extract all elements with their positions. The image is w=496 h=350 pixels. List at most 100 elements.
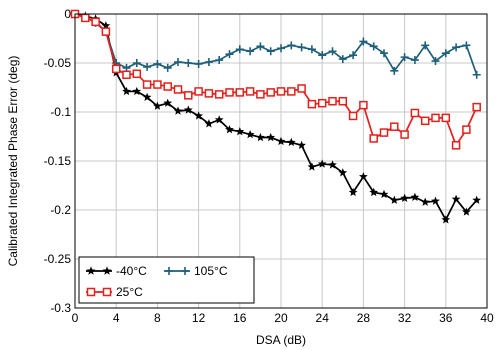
- marker-square: [184, 91, 193, 100]
- marker-square: [451, 141, 461, 150]
- marker-plus: [287, 41, 296, 50]
- marker-star: [183, 105, 193, 114]
- series-group: [70, 9, 482, 224]
- marker-star: [173, 106, 183, 115]
- data-point: [122, 70, 131, 80]
- marker-square: [204, 89, 214, 98]
- data-point: [204, 119, 214, 128]
- plot-frame: [74, 13, 488, 309]
- data-point: [349, 51, 358, 60]
- data-point: [111, 64, 121, 74]
- x-tick-label: 40: [480, 311, 494, 325]
- data-point: [204, 58, 213, 67]
- marker-square: [441, 113, 451, 123]
- data-point: [410, 192, 420, 201]
- data-point: [246, 47, 255, 56]
- marker-plus: [277, 44, 285, 53]
- marker-star: [122, 86, 131, 96]
- legend-label: -40°C: [116, 264, 147, 278]
- legend-marker: [86, 287, 96, 297]
- legend-label: 105°C: [194, 264, 228, 278]
- marker-star: [451, 194, 461, 203]
- marker-star: [441, 215, 451, 224]
- legend-marker: [102, 266, 112, 275]
- marker-square: [235, 88, 245, 97]
- data-point: [400, 53, 409, 62]
- axes: 0 4 8 12 16 20 24 28 32 36 40 0 -0.05 -0.1 -0.15 -0.2 -0…: [44, 7, 494, 325]
- marker-square: [194, 87, 203, 96]
- data-point: [245, 129, 255, 139]
- data-point: [410, 56, 419, 65]
- marker-square: [276, 87, 286, 96]
- marker-star: [328, 160, 337, 169]
- data-point: [173, 106, 183, 115]
- marker-star: [379, 189, 389, 199]
- marker-star: [286, 137, 296, 147]
- data-point: [266, 132, 276, 142]
- marker-plus: [431, 57, 440, 66]
- marker-star: [163, 98, 173, 107]
- x-tick-label: 36: [439, 311, 453, 325]
- data-point: [431, 196, 440, 205]
- data-point: [317, 98, 327, 108]
- legend-item: 105°C: [164, 264, 228, 278]
- legend: -40°C 105°C 25°C: [78, 256, 255, 304]
- marker-square: [369, 134, 378, 143]
- series-1: [71, 10, 481, 79]
- marker-star: [307, 162, 317, 171]
- marker-square: [111, 64, 121, 74]
- data-point: [142, 80, 152, 89]
- marker-square: [472, 102, 481, 112]
- data-point: [328, 96, 337, 106]
- marker-square: [142, 80, 152, 89]
- data-point: [431, 113, 440, 123]
- marker-square: [91, 17, 100, 27]
- data-point: [184, 59, 193, 67]
- y-tick-label: -0.2: [50, 203, 71, 217]
- marker-square: [410, 108, 420, 118]
- data-point: [276, 87, 286, 96]
- data-point: [441, 49, 450, 58]
- data-point: [287, 87, 296, 96]
- data-point: [214, 90, 224, 99]
- data-point: [307, 99, 317, 109]
- marker-square: [420, 116, 430, 126]
- data-point: [256, 132, 265, 142]
- data-point: [451, 194, 461, 203]
- data-point: [338, 96, 348, 106]
- data-point: [390, 66, 399, 75]
- series-line: [74, 13, 478, 76]
- marker-square: [307, 99, 317, 109]
- data-point: [338, 55, 347, 64]
- data-point: [256, 90, 265, 99]
- marker-square: [101, 27, 111, 36]
- data-point: [174, 58, 182, 67]
- data-point: [441, 215, 451, 224]
- marker-star: [369, 187, 379, 197]
- marker-star: [266, 132, 276, 142]
- marker-square: [132, 69, 142, 79]
- marker-plus: [390, 66, 399, 75]
- data-point: [410, 108, 420, 118]
- y-tick-label: -0.05: [44, 56, 72, 70]
- data-point: [143, 62, 152, 71]
- marker-star: [256, 132, 265, 142]
- marker-star: [400, 193, 409, 202]
- data-point: [215, 56, 224, 65]
- y-axis-title: Calibrated Integrated Phase Error (deg): [6, 56, 20, 267]
- marker-square: [359, 100, 368, 110]
- data-point: [359, 172, 368, 181]
- marker-star: [348, 187, 358, 197]
- marker-plus: [194, 59, 203, 68]
- x-axis-title: DSA (dB): [256, 333, 306, 347]
- marker-star: [235, 127, 245, 136]
- marker-star: [420, 197, 430, 206]
- data-point: [369, 187, 379, 197]
- marker-plus: [163, 63, 172, 72]
- data-point: [389, 195, 399, 204]
- data-point: [420, 116, 430, 126]
- marker-star: [317, 159, 327, 168]
- marker-star: [410, 192, 420, 201]
- marker-plus: [380, 49, 388, 58]
- data-point: [379, 189, 389, 199]
